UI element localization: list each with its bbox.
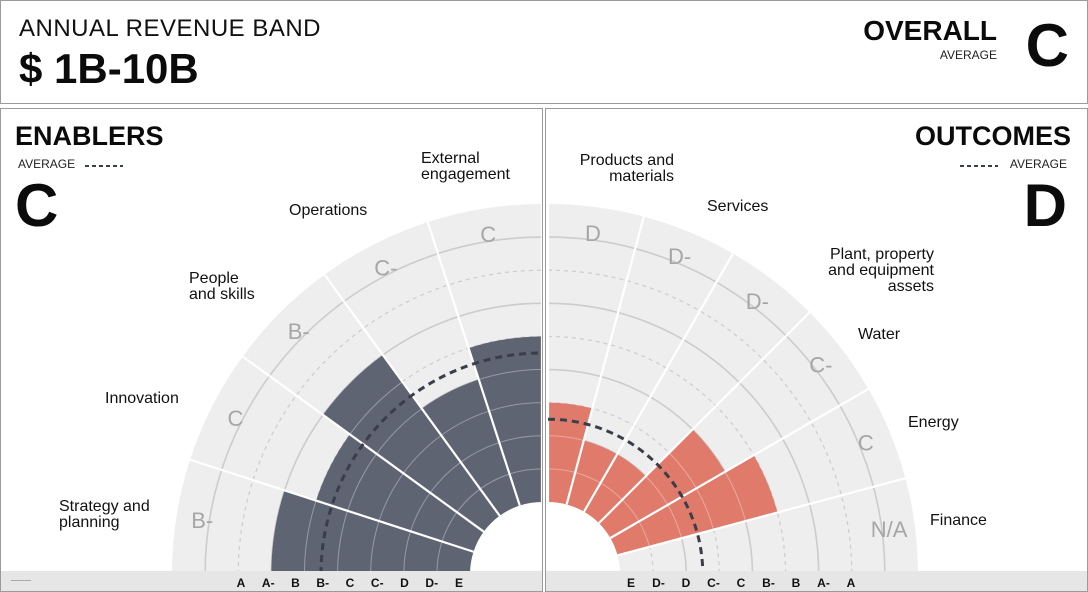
category-label-line: People [189, 270, 239, 287]
category-label-line: Finance [930, 512, 987, 529]
wedge-separator [189, 458, 474, 553]
bar-ring [488, 402, 542, 412]
bar-ring [668, 452, 697, 489]
bar-people-and-skills [323, 355, 500, 532]
category-label-people-and-skills: People and skills [189, 270, 255, 303]
outcomes-average-label: AVERAGE [1009, 157, 1067, 171]
category-label-strategy-and-planning: Strategy and planning [59, 498, 150, 531]
wedge-bg-services [566, 216, 733, 512]
footer-dash [11, 580, 31, 581]
bar-water [598, 429, 726, 538]
category-label-line: materials [609, 168, 674, 185]
category-label-line: assets [888, 278, 934, 295]
category-label-plant-property-and-equipment-assets: Plant, property and equipment assets [828, 246, 934, 295]
grade-label-water: C- [809, 353, 832, 378]
grade-label-innovation: C [228, 406, 244, 431]
bar-ring [410, 492, 431, 532]
grade-label-strategy-and-planning: B- [191, 508, 213, 533]
enablers-title: ENABLERS [15, 121, 164, 151]
category-label-finance: Finance [930, 512, 987, 529]
revenue-band-label: ANNUAL REVENUE BAND [19, 15, 322, 42]
bar-ring [347, 453, 378, 511]
wedge-separator [583, 253, 734, 513]
enablers-axis-footer [1, 571, 542, 591]
category-label-external-engagement: External engagement [421, 150, 511, 183]
category-label-water: Water [858, 326, 901, 343]
category-label-line: Strategy and [59, 498, 150, 515]
grade-label-products-and-materials: D [585, 221, 601, 246]
enablers-panel: B- C B- C- C Strategy and planning Innovation Pe… [0, 108, 543, 592]
bar-ring [349, 381, 403, 435]
grade-label-external-engagement: C [480, 222, 496, 247]
enablers-average-label: AVERAGE [18, 157, 76, 171]
category-label-line: Water [858, 326, 901, 343]
category-label-line: Products and [580, 152, 674, 169]
average-arc [547, 417, 705, 575]
bar-innovation [316, 434, 484, 552]
bar-strategy-and-planning [271, 490, 474, 574]
grid-ring [204, 236, 542, 575]
grade-label-operations: C- [374, 255, 397, 280]
bar-plant-property-and-equipment-assets [584, 454, 646, 524]
outcomes-axis-footer [546, 571, 1087, 591]
grade-label-plant-property-and-equipment-assets: D- [746, 289, 769, 314]
category-label-line: and skills [189, 286, 255, 303]
outcomes-title: OUTCOMES [914, 121, 1071, 151]
category-label-line: External [421, 150, 480, 167]
bar-ring [460, 442, 500, 463]
outcomes-chart: D D- D- C- C N/A Products and materials Services… [546, 152, 987, 576]
revenue-band-value: $ 1B-10B [19, 45, 199, 92]
grade-label-finance: N/A [871, 517, 908, 542]
category-label-services: Services [707, 198, 768, 215]
overall-average-label: AVERAGE [939, 48, 997, 62]
category-label-line: planning [59, 514, 120, 531]
wedge-bg-finance [617, 478, 918, 574]
wedge-separator [609, 388, 869, 539]
bar-ring [724, 471, 746, 522]
category-label-energy: Energy [908, 414, 959, 431]
outcomes-panel: D D- D- C- C N/A Products and materials Services… [545, 108, 1088, 592]
overall-title: OVERALL [863, 15, 997, 46]
bar-external-engagement [468, 336, 542, 506]
enablers-chart: B- C B- C- C Strategy and planning Innovation Pe… [59, 150, 542, 576]
category-label-line: Operations [289, 202, 367, 219]
grade-label-people-and-skills: B- [288, 319, 310, 344]
bar-operations [421, 379, 520, 516]
category-label-line: Services [707, 198, 768, 215]
category-label-operations: Operations [289, 202, 367, 219]
bar-ring [429, 461, 462, 494]
grade-label-energy: C [858, 430, 874, 455]
bar-ring [402, 434, 442, 474]
average-arc [319, 351, 542, 575]
bar-ring [337, 510, 349, 575]
bar-ring [376, 408, 423, 455]
category-label-innovation: Innovation [105, 390, 179, 407]
outcomes-grade: D [1023, 172, 1067, 239]
grade-label-services: D- [668, 244, 691, 269]
bar-ring [440, 410, 490, 436]
bar-ring [478, 369, 542, 381]
category-label-line: Innovation [105, 390, 179, 407]
bar-ring [303, 500, 317, 575]
overall-grade: C [1025, 12, 1069, 79]
category-label-line: Plant, property [830, 246, 934, 263]
header-panel: ANNUAL REVENUE BAND $ 1B-10B OVERALL AVE… [0, 0, 1088, 104]
category-label-line: and equipment [828, 262, 934, 279]
category-label-line: engagement [421, 166, 511, 183]
wedge-separator [598, 311, 811, 524]
bar-products-and-materials [548, 402, 593, 505]
wedge-separator [565, 216, 645, 505]
bar-ring [378, 472, 404, 522]
bar-ring [695, 488, 714, 530]
bar-ring [499, 435, 542, 444]
wedge-separator [617, 477, 906, 557]
category-label-line: Energy [908, 414, 959, 431]
category-label-products-and-materials: Products and materials [580, 152, 674, 185]
enablers-grade: C [15, 172, 59, 239]
bar-energy [610, 455, 778, 556]
